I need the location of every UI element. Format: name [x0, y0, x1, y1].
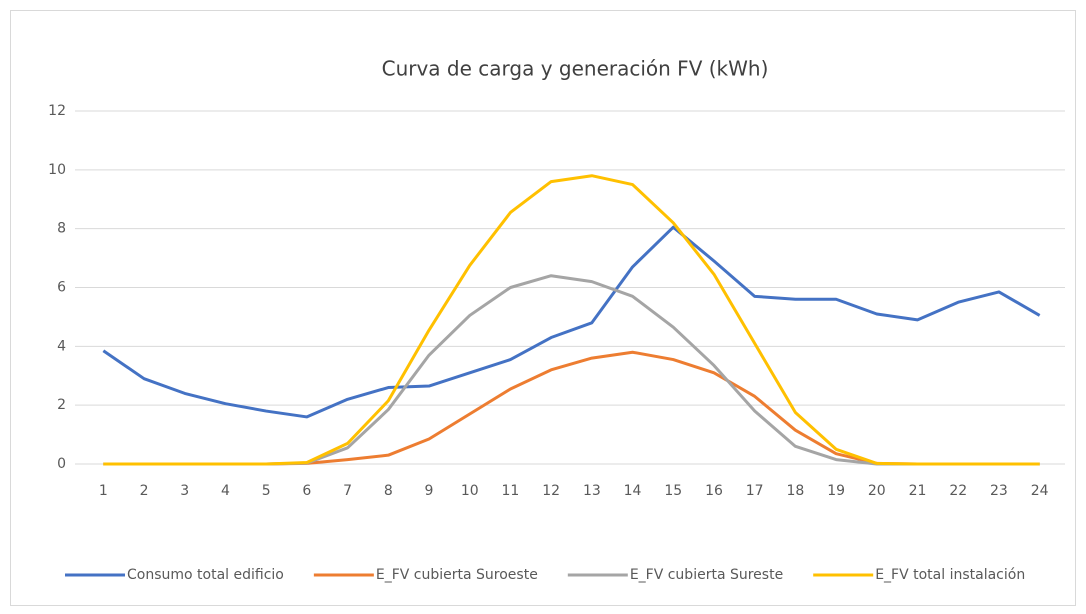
x-tick-label: 8 [384, 483, 393, 499]
y-tick-label: 12 [48, 103, 66, 119]
x-tick-label: 18 [786, 483, 804, 499]
y-tick-label: 0 [57, 456, 66, 472]
y-tick-label: 8 [57, 221, 66, 237]
x-tick-label: 11 [502, 483, 520, 499]
x-tick-label: 3 [180, 483, 189, 499]
y-tick-label: 6 [57, 280, 66, 296]
legend-label: E_FV cubierta Suroeste [376, 567, 538, 583]
y-tick-label: 2 [57, 397, 66, 413]
chart-title: Curva de carga y generación FV (kWh) [382, 57, 769, 81]
x-tick-label: 15 [664, 483, 682, 499]
x-tick-label: 17 [746, 483, 764, 499]
x-tick-label: 4 [221, 483, 230, 499]
x-tick-label: 5 [262, 483, 271, 499]
x-tick-label: 7 [343, 483, 352, 499]
legend-label: E_FV cubierta Sureste [630, 567, 783, 583]
series-line [103, 174, 1040, 466]
legend-label: E_FV total instalación [875, 567, 1025, 583]
x-tick-label: 6 [302, 483, 311, 499]
series-line [102, 225, 1041, 419]
x-tick-label: 14 [624, 483, 642, 499]
x-tick-label: 16 [705, 483, 723, 499]
legend-label: Consumo total edificio [127, 567, 284, 583]
x-tick-label: 19 [827, 483, 845, 499]
y-tick-label: 4 [57, 338, 66, 354]
x-tick-label: 20 [868, 483, 886, 499]
x-tick-label: 12 [542, 483, 560, 499]
x-tick-label: 23 [990, 483, 1008, 499]
x-tick-label: 21 [909, 483, 927, 499]
x-tick-label: 1 [99, 483, 108, 499]
x-tick-label: 24 [1031, 483, 1049, 499]
x-tick-label: 2 [140, 483, 149, 499]
x-tick-label: 10 [461, 483, 479, 499]
x-tick-label: 9 [425, 483, 434, 499]
chart-frame [10, 10, 1076, 606]
x-tick-label: 22 [949, 483, 967, 499]
x-tick-label: 13 [583, 483, 601, 499]
y-tick-label: 10 [48, 162, 66, 178]
